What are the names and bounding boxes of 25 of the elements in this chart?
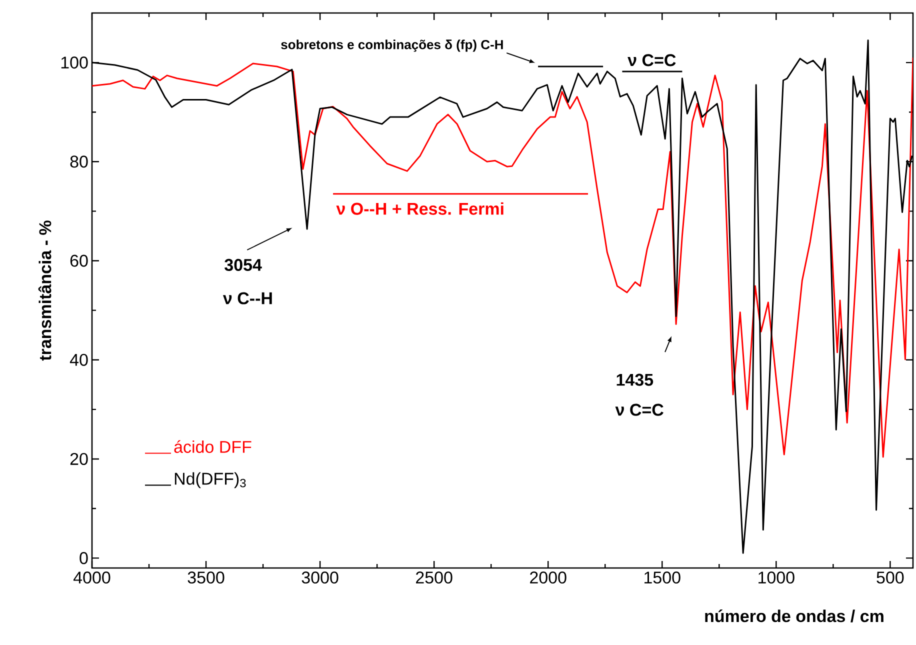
annotation: 3054 (224, 258, 262, 271)
legend-label: Nd(DFF)$_{3}$ (174, 472, 246, 488)
x-tick-label: 3000 (302, 572, 338, 584)
x-tick-label: 1500 (644, 572, 680, 584)
legend-label: ácido DFF (174, 440, 252, 453)
x-tick-label: 3500 (188, 572, 224, 584)
y-tick-label: 20 (70, 452, 88, 465)
y-tick-label: 80 (70, 156, 88, 168)
y-tick-label: 0 (80, 552, 88, 564)
annotation: ν C--H (222, 292, 272, 304)
x-tick-label: 500 (876, 572, 904, 584)
y-axis-title: transmitância - % (38, 220, 52, 361)
x-tick-label: 2500 (416, 572, 452, 584)
y-tick-label: 100 (61, 56, 88, 69)
y-tick-label: 60 (70, 254, 88, 267)
annotation: ν O--H + Ress. Fermi (336, 202, 504, 215)
annotation: ν C=C (615, 404, 664, 416)
x-tick-label: 4000 (73, 572, 110, 584)
annotation: ν C=C (628, 54, 676, 66)
annotation: 1435 (616, 374, 654, 386)
x-tick-label: 1000 (758, 572, 794, 584)
x-axis-title: número de ondas / cm (705, 610, 884, 622)
annotation: sobretons e combinações δ (fp) C-H (281, 40, 503, 52)
y-tick-label: 40 (70, 354, 88, 366)
x-tick-label: 2000 (530, 572, 566, 584)
